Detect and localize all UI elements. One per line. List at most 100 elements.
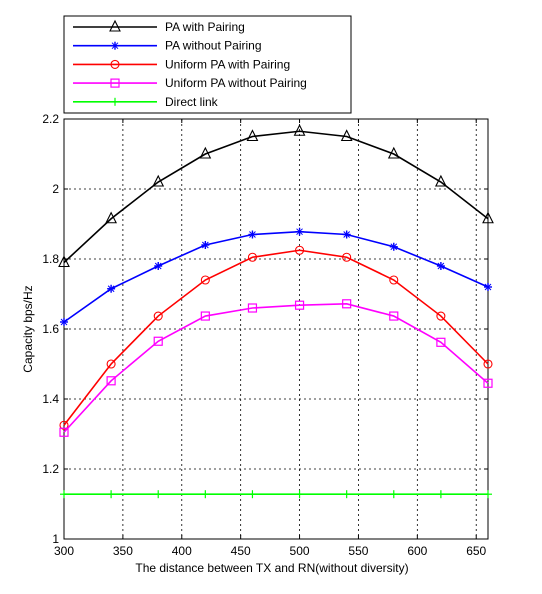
marker-plus bbox=[342, 490, 351, 499]
marker-square bbox=[106, 376, 116, 386]
x-tick-label: 300 bbox=[54, 544, 74, 558]
y-tick-label: 2 bbox=[52, 182, 59, 196]
marker-triangle bbox=[199, 146, 212, 159]
marker-plus bbox=[484, 490, 492, 499]
marker-plus bbox=[154, 490, 163, 499]
marker-circle bbox=[110, 59, 120, 69]
marker-square bbox=[59, 427, 69, 437]
marker-triangle bbox=[109, 19, 121, 32]
marker-star bbox=[295, 227, 304, 236]
marker-star-d2 bbox=[107, 285, 115, 293]
axis-ticks: 300 350 400 450 500 550 600 650 1 1.2 1.4 1.6 1.8 2 2.… bbox=[42, 112, 488, 558]
marker-star-d2 bbox=[249, 231, 256, 238]
marker-star-d2 bbox=[60, 318, 68, 326]
marker-star-d2 bbox=[437, 262, 445, 270]
legend-label: PA with Pairing bbox=[165, 20, 245, 34]
marker-star-d2 bbox=[343, 231, 351, 238]
legend-label: Direct link bbox=[165, 95, 219, 109]
marker-triangle bbox=[58, 255, 70, 268]
x-axis-label: The distance between TX and RN(without d… bbox=[135, 561, 408, 575]
series-uniform-pa-with-pairing bbox=[59, 245, 493, 430]
legend-entry: PA with Pairing bbox=[73, 19, 245, 34]
marker-star-d2 bbox=[111, 42, 119, 50]
x-tick-label: 400 bbox=[172, 544, 192, 558]
marker-star bbox=[248, 230, 257, 239]
marker-triangle bbox=[246, 129, 259, 142]
marker-star-d2 bbox=[154, 262, 162, 270]
marker-plus bbox=[436, 490, 445, 499]
marker-circle bbox=[106, 359, 116, 369]
marker-square bbox=[436, 337, 446, 347]
marker-triangle bbox=[152, 174, 165, 187]
marker-circle bbox=[436, 311, 446, 321]
marker-square bbox=[247, 303, 258, 313]
marker-plus bbox=[295, 490, 304, 499]
series-direct-link bbox=[60, 490, 492, 499]
marker-circle bbox=[295, 245, 305, 255]
marker-star-d2 bbox=[201, 241, 209, 249]
marker-triangle bbox=[482, 211, 494, 224]
marker-circle bbox=[483, 359, 493, 369]
marker-star-d2 bbox=[484, 283, 492, 291]
marker-star bbox=[436, 262, 445, 270]
marker-circle bbox=[389, 275, 399, 285]
marker-star bbox=[111, 41, 119, 50]
series-line bbox=[63, 302, 489, 433]
series-uniform-pa-without-pairing bbox=[59, 299, 493, 437]
marker-plus bbox=[389, 490, 398, 499]
marker-triangle bbox=[434, 174, 447, 187]
legend-entry: PA without Pairing bbox=[73, 39, 262, 53]
marker-star bbox=[154, 262, 163, 270]
marker-plus bbox=[248, 490, 257, 499]
x-tick-label: 600 bbox=[407, 544, 427, 558]
marker-star bbox=[60, 318, 68, 326]
x-tick-label: 350 bbox=[113, 544, 133, 558]
marker-triangle bbox=[293, 124, 306, 136]
y-tick-label: 1.2 bbox=[42, 462, 59, 476]
legend-label: PA without Pairing bbox=[165, 39, 262, 53]
legend-entry: Uniform PA without Pairing bbox=[73, 76, 307, 90]
marker-triangle bbox=[105, 211, 118, 224]
marker-star bbox=[389, 242, 398, 251]
marker-star bbox=[342, 230, 351, 239]
marker-plus bbox=[60, 490, 68, 499]
marker-square bbox=[294, 300, 305, 310]
marker-star bbox=[201, 241, 210, 249]
y-tick-label: 1.6 bbox=[42, 322, 59, 336]
marker-circle bbox=[200, 275, 210, 285]
marker-circle bbox=[342, 252, 352, 262]
x-tick-label: 500 bbox=[290, 544, 310, 558]
grid bbox=[64, 119, 488, 539]
marker-star-d2 bbox=[296, 228, 303, 236]
marker-star bbox=[107, 284, 116, 293]
marker-plus bbox=[107, 490, 116, 499]
y-axis-label: Capacity bps/Hz bbox=[21, 285, 35, 372]
marker-plus bbox=[201, 490, 210, 499]
y-tick-label: 1.4 bbox=[42, 392, 59, 406]
marker-square bbox=[200, 311, 210, 321]
marker-star bbox=[484, 283, 492, 291]
marker-square bbox=[153, 336, 163, 346]
series-line bbox=[63, 249, 489, 426]
legend-entry: Uniform PA with Pairing bbox=[73, 57, 290, 71]
x-tick-label: 550 bbox=[348, 544, 368, 558]
series-pa-with-pairing bbox=[58, 124, 494, 268]
series-group bbox=[58, 124, 494, 499]
y-tick-label: 1.8 bbox=[42, 252, 59, 266]
series-line bbox=[63, 130, 489, 264]
marker-star-d2 bbox=[390, 243, 398, 251]
series-pa-without-pairing bbox=[60, 227, 492, 326]
marker-square bbox=[110, 78, 120, 88]
marker-square bbox=[389, 311, 399, 321]
marker-plus bbox=[111, 97, 119, 106]
x-tick-label: 450 bbox=[231, 544, 251, 558]
marker-circle bbox=[247, 252, 257, 262]
marker-circle bbox=[153, 311, 163, 321]
legend-label: Uniform PA without Pairing bbox=[165, 76, 307, 90]
marker-square bbox=[342, 299, 352, 309]
y-tick-label: 1 bbox=[52, 532, 59, 546]
marker-triangle bbox=[340, 129, 353, 142]
series-line bbox=[63, 230, 489, 323]
y-tick-label: 2.2 bbox=[42, 112, 59, 126]
